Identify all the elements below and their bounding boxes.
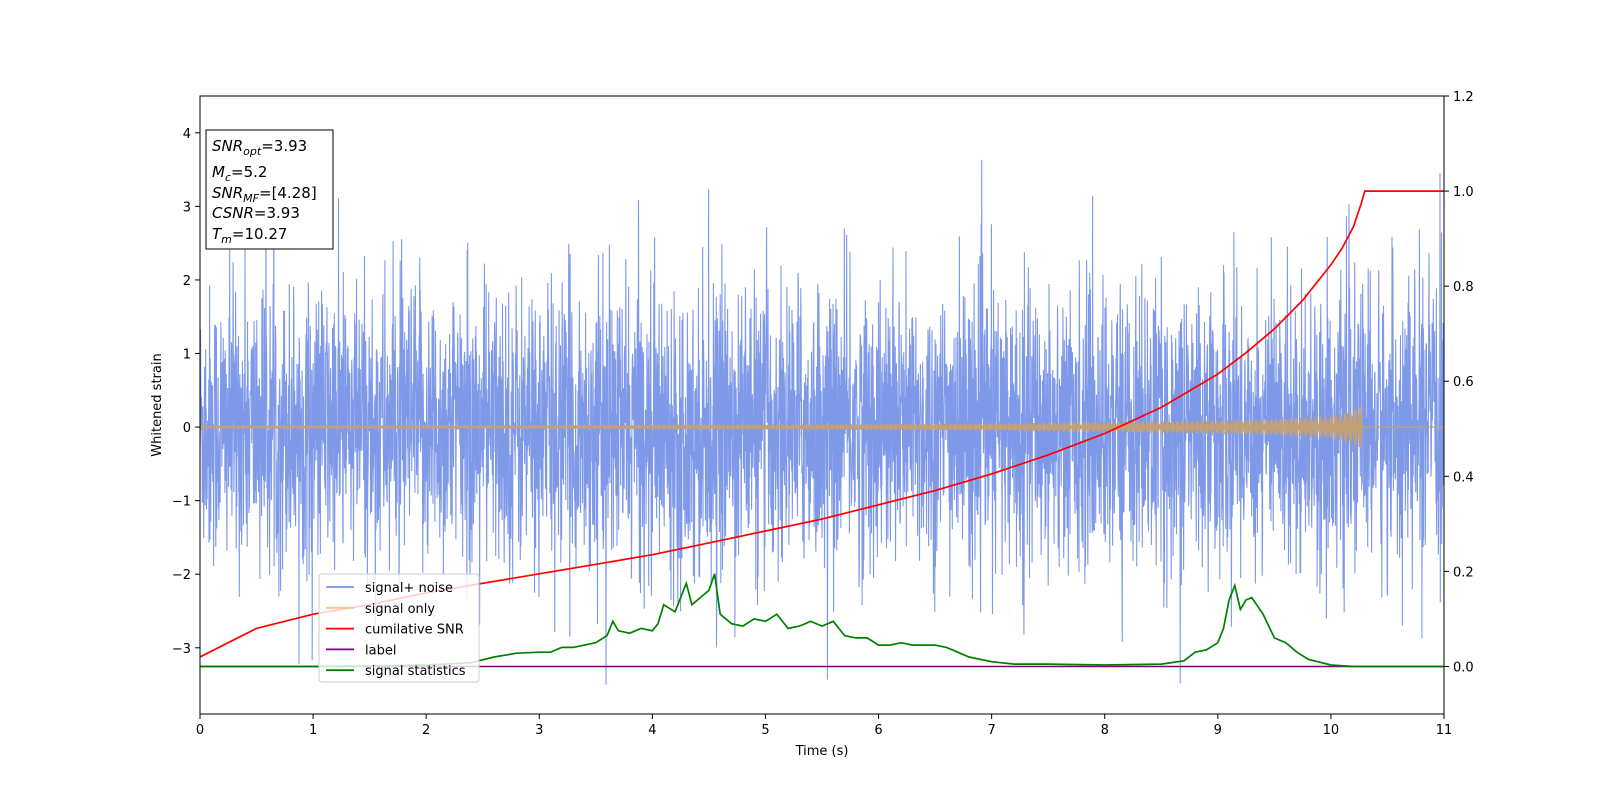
info-box-line: CSNR=3.93 xyxy=(212,204,300,222)
y-right-tick-label: 1.2 xyxy=(1453,90,1474,105)
y-right-tick-label: 0.8 xyxy=(1453,280,1474,295)
info-value: =[4.28] xyxy=(259,184,317,202)
info-value: =5.2 xyxy=(231,163,267,181)
legend: signal+ noise signal only cumilative SNR la… xyxy=(318,573,480,683)
x-tick-label: 5 xyxy=(761,723,769,738)
info-base: M xyxy=(212,163,225,181)
info-base: CSNR xyxy=(212,204,254,222)
info-value: =10.27 xyxy=(232,225,288,243)
x-tick-label: 9 xyxy=(1214,723,1222,738)
info-box-line: Tm=10.27 xyxy=(212,225,287,246)
series-signal-only-line xyxy=(200,405,1444,449)
x-tick-label: 4 xyxy=(648,723,656,738)
info-subscript: MF xyxy=(243,192,259,205)
y-left-tick-label: −1 xyxy=(172,495,191,510)
info-value: =3.93 xyxy=(254,204,300,222)
info-subscript: opt xyxy=(243,145,262,158)
y-right-tick-label: 0.2 xyxy=(1453,565,1474,580)
y-axis-right: 0.0 0.2 0.4 0.6 0.8 1.0 1.2 xyxy=(1444,90,1474,675)
legend-entry: signal only xyxy=(365,602,435,617)
info-box-frame xyxy=(205,129,334,250)
legend-entry: label xyxy=(365,643,396,658)
x-axis: 0 1 2 3 4 5 6 7 8 9 10 11 xyxy=(196,714,1452,738)
y-left-tick-label: 3 xyxy=(183,200,191,215)
x-tick-label: 6 xyxy=(874,723,882,738)
y-left-tick-label: −2 xyxy=(172,568,191,583)
x-tick-label: 0 xyxy=(196,723,204,738)
y-right-tick-label: 1.0 xyxy=(1453,185,1474,200)
info-subscript: c xyxy=(225,171,231,184)
legend-entry: cumilative SNR xyxy=(365,623,464,638)
info-value: =3.93 xyxy=(261,137,307,155)
series-signal-statistics-line xyxy=(200,573,1444,668)
y-axis-label: Whitened strain xyxy=(150,353,165,456)
plot-frame xyxy=(199,95,1445,715)
y-left-tick-label: 0 xyxy=(183,421,191,436)
x-tick-label: 8 xyxy=(1101,723,1109,738)
y-right-tick-label: 0.6 xyxy=(1453,375,1474,390)
y-axis-left: −3 −2 −1 0 1 2 3 4 xyxy=(172,127,200,657)
x-tick-label: 1 xyxy=(309,723,317,738)
info-base: SNR xyxy=(212,184,243,202)
series-signal-noise-line xyxy=(200,159,1444,685)
x-tick-label: 2 xyxy=(422,723,430,738)
x-tick-label: 7 xyxy=(987,723,995,738)
x-tick-label: 11 xyxy=(1436,723,1453,738)
info-box-line: SNRMF=[4.28] xyxy=(212,184,317,205)
legend-entry: signal statistics xyxy=(365,664,466,679)
info-base: SNR xyxy=(212,137,243,155)
info-box-line: SNRopt=3.93 xyxy=(212,137,307,158)
y-left-tick-label: 1 xyxy=(183,348,191,363)
y-left-tick-label: 4 xyxy=(183,127,191,142)
legend-frame xyxy=(318,573,480,683)
legend-entry: signal+ noise xyxy=(365,581,453,596)
y-right-tick-label: 0.4 xyxy=(1453,470,1474,485)
y-left-tick-label: −3 xyxy=(172,642,191,657)
info-base: T xyxy=(212,225,223,243)
y-right-tick-label: 0.0 xyxy=(1453,660,1474,675)
info-box-line: Mc=5.2 xyxy=(212,163,267,184)
y-left-tick-label: 2 xyxy=(183,274,191,289)
info-box: SNRopt=3.93Mc=5.2SNRMF=[4.28]CSNR=3.93Tm… xyxy=(205,129,334,250)
info-subscript: m xyxy=(221,233,232,246)
x-tick-label: 3 xyxy=(535,723,543,738)
x-tick-label: 10 xyxy=(1323,723,1340,738)
x-axis-label: Time (s) xyxy=(795,744,849,759)
